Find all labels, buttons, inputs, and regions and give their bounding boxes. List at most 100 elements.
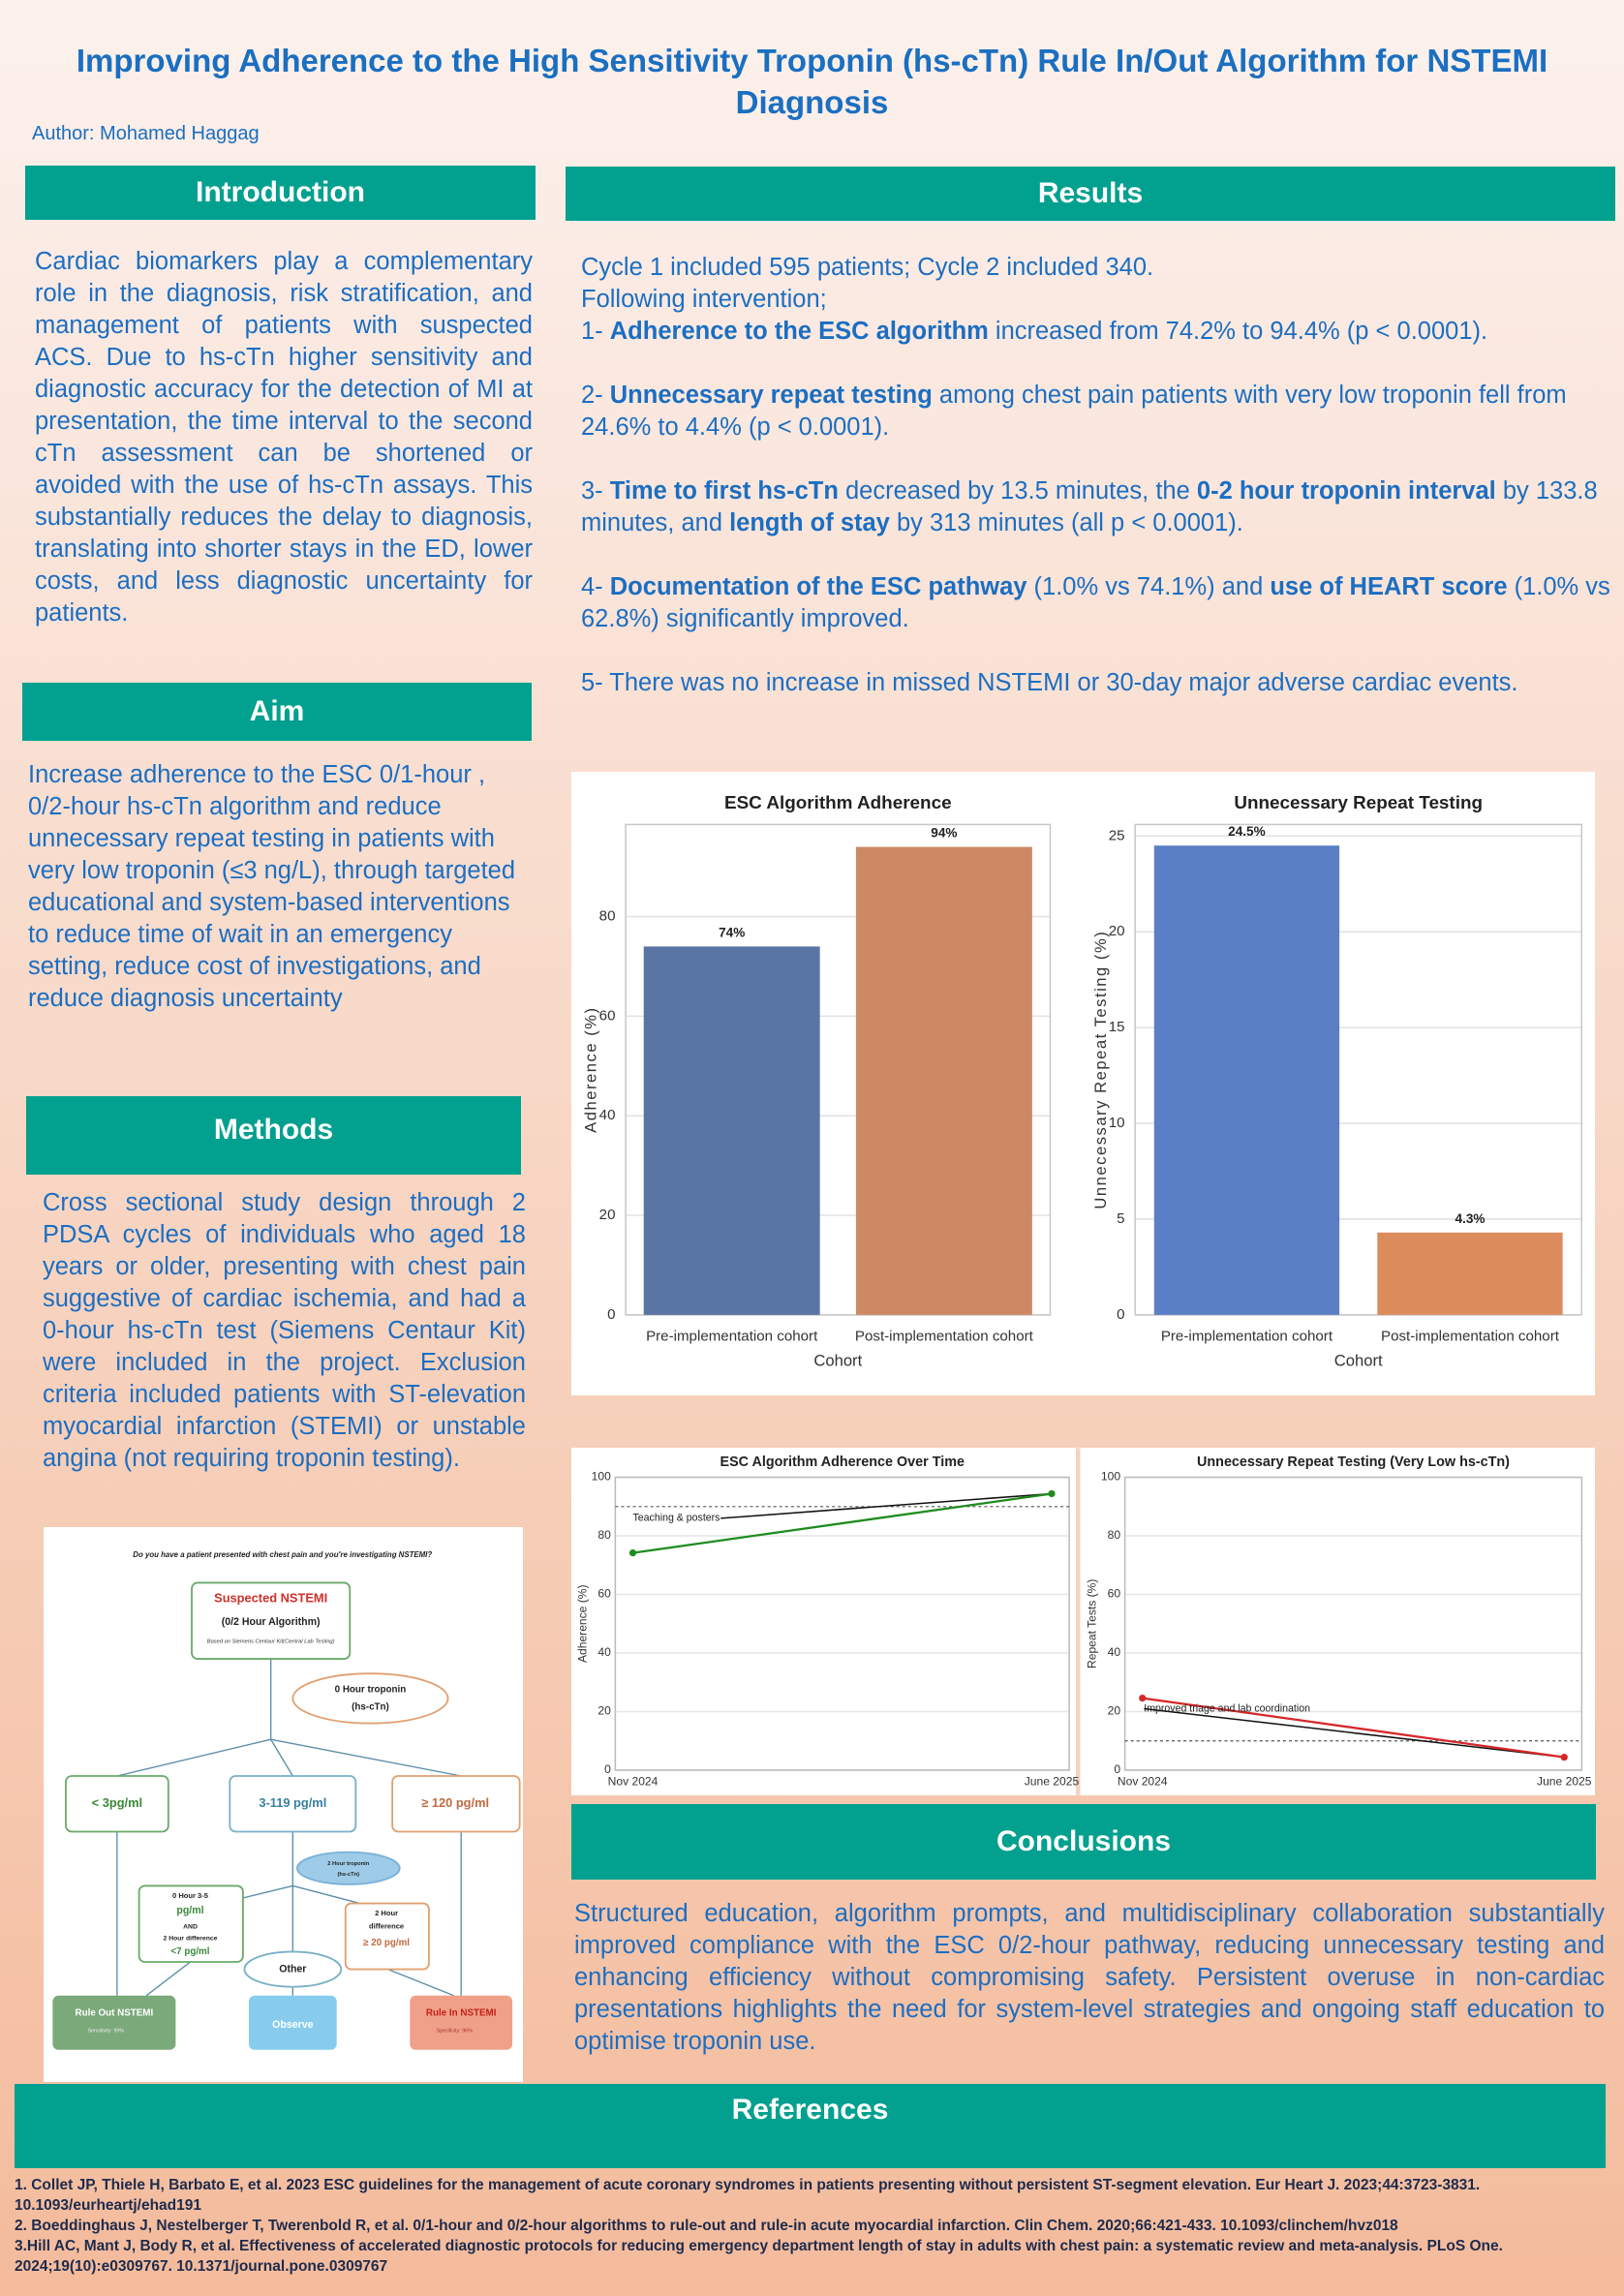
result-text: Cycle 1 included 595 patients; Cycle 2 i…: [581, 254, 1154, 281]
value-label: 4.3%: [1455, 1211, 1485, 1226]
result-text: 1-: [581, 318, 610, 345]
data-point: [628, 1548, 637, 1557]
flow-text: < 3pg/ml: [92, 1795, 142, 1810]
y-tick-label: 60: [1108, 1587, 1121, 1601]
value-label: 24.5%: [1228, 824, 1266, 839]
y-tick-label: 10: [1109, 1115, 1125, 1131]
result-text: (1.0% vs 62.8%) significantly improved.: [581, 573, 1610, 632]
flow-text: 2 Hour difference: [164, 1936, 218, 1943]
author: Author: Mohamed Haggag: [32, 123, 260, 144]
poster-title: Improving Adherence to the High Sensitiv…: [76, 43, 1548, 120]
connector: [145, 1961, 191, 1997]
result-line: 3- Time to first hs-cTn decreased by 13.…: [581, 475, 1615, 539]
flow-text: pg/ml: [176, 1905, 203, 1916]
range-box: [391, 1775, 521, 1833]
x-tick-label: Nov 2024: [608, 1774, 659, 1788]
bar: [1377, 1232, 1563, 1315]
y-axis-label: Adherence (%): [575, 1584, 589, 1663]
results-text: Cycle 1 included 595 patients; Cycle 2 i…: [581, 252, 1615, 731]
flow-text: <7 pg/ml: [170, 1946, 209, 1957]
flow-text: (hs-cTn): [352, 1702, 389, 1713]
connector: [270, 1738, 293, 1777]
x-axis-label: Cohort: [1334, 1352, 1383, 1370]
y-tick-label: 80: [599, 908, 616, 925]
result-line: Cycle 1 included 595 patients; Cycle 2 i…: [581, 252, 1615, 284]
section-header: Aim: [22, 683, 532, 741]
y-tick-label: 80: [1108, 1528, 1121, 1542]
y-tick-label: 40: [599, 1107, 616, 1123]
result-line: 5- There was no increase in missed NSTEM…: [581, 667, 1615, 699]
data-line: [1142, 1697, 1565, 1759]
result-line: 1- Adherence to the ESC algorithm increa…: [581, 316, 1615, 348]
flow-text: Rule Out NSTEMI: [76, 2008, 154, 2019]
plot-frame: [625, 823, 1052, 1316]
result-line: 4- Documentation of the ESC pathway (1.0…: [581, 571, 1615, 635]
chart-title: ESC Algorithm Adherence: [724, 793, 952, 813]
flow-text: Based on Siemens Centaur Kit(Central Lab…: [207, 1638, 335, 1644]
x-axis-label: Cohort: [813, 1352, 862, 1370]
conclusions-text: Structured education, algorithm prompts,…: [574, 1900, 1605, 2055]
result-highlight: Documentation of the ESC pathway: [609, 573, 1027, 600]
plot-frame: [1123, 1476, 1583, 1771]
outcome-box: [52, 1995, 176, 2050]
criteria-box: [344, 1902, 430, 1971]
x-tick-label: June 2025: [1537, 1774, 1592, 1788]
result-text: (1.0% vs 74.1%) and: [1026, 573, 1271, 600]
reference: 3.Hill AC, Mant J, Body R, et al. Effect…: [15, 2238, 1503, 2275]
y-tick-label: 100: [1101, 1470, 1120, 1484]
y-tick-label: 0: [1114, 1762, 1120, 1776]
data-line: [632, 1492, 1053, 1554]
outcome-box: [410, 1995, 513, 2050]
line-chart-panel: 0 20 40 60 80 100 Nov 2024 June 2025 Teaching & …: [571, 1448, 1595, 1795]
bar: [855, 846, 1032, 1315]
y-axis-label: Unnecessary Repeat Testing (%): [1091, 931, 1110, 1209]
data-point: [1048, 1489, 1056, 1498]
result-highlight: 0-2 hour troponin interval: [1196, 477, 1496, 505]
result-text: 4-: [581, 573, 610, 600]
outcome-box: [248, 1995, 337, 2050]
result-line: Following intervention;: [581, 284, 1615, 316]
range-box: [229, 1775, 357, 1833]
decision-node: [291, 1672, 449, 1725]
bar: [643, 946, 820, 1315]
flow-text: Rule In NSTEMI: [426, 2008, 497, 2019]
y-tick-label: 20: [598, 1704, 611, 1718]
y-tick-label: 0: [604, 1762, 611, 1776]
annotation: Teaching & posters: [633, 1513, 720, 1524]
value-label: 74%: [719, 925, 745, 939]
flow-text: 2 Hour troponin: [327, 1861, 369, 1867]
data-point: [1560, 1754, 1568, 1761]
flow-text: 0 Hour troponin: [335, 1684, 407, 1695]
start-box: [191, 1581, 352, 1660]
result-highlight: use of HEART score: [1270, 573, 1508, 600]
decision-node: [243, 1950, 343, 1988]
y-axis-label: Adherence (%): [582, 1006, 600, 1132]
intro-text: Cardiac biomarkers play a complementary …: [35, 248, 533, 627]
result-text: 3-: [581, 477, 610, 505]
reference: 2. Boeddinghaus J, Nestelberger T, Twere…: [15, 2218, 1398, 2234]
flow-text: Observe: [272, 2019, 313, 2031]
chart-title: ESC Algorithm Adherence Over Time: [720, 1454, 965, 1470]
flow-text: ≥ 120 pg/ml: [421, 1795, 489, 1810]
flowchart: Do you have a patient presented with che…: [44, 1527, 523, 2082]
flow-text: (0/2 Hour Algorithm): [222, 1616, 321, 1628]
section-header: Results: [566, 167, 1615, 221]
plot-frame: [1134, 823, 1583, 1316]
chart-title: Unnecessary Repeat Testing (Very Low hs-…: [1197, 1454, 1510, 1470]
section-header: Introduction: [25, 166, 536, 220]
flow-text: 2 Hour: [375, 1909, 398, 1917]
result-text: 5- There was no increase in missed NSTEM…: [581, 669, 1518, 696]
flow-text: difference: [369, 1922, 404, 1931]
result-block: Cycle 1 included 595 patients; Cycle 2 i…: [581, 252, 1615, 348]
flow-text: ≥ 20 pg/ml: [363, 1938, 410, 1948]
section-header: References: [15, 2084, 1606, 2168]
x-tick-label: Nov 2024: [1118, 1774, 1168, 1788]
annotation: Improved triage and lab coordination: [1144, 1702, 1310, 1714]
result-text: 2-: [581, 382, 610, 409]
annotation-arrow: [720, 1492, 1053, 1519]
reference-list: 1. Collet JP, Thiele H, Barbato E, et al…: [15, 2175, 1612, 2277]
plot-frame: [614, 1476, 1070, 1771]
data-point: [1139, 1694, 1147, 1702]
y-axis-label: Repeat Tests (%): [1086, 1579, 1099, 1668]
